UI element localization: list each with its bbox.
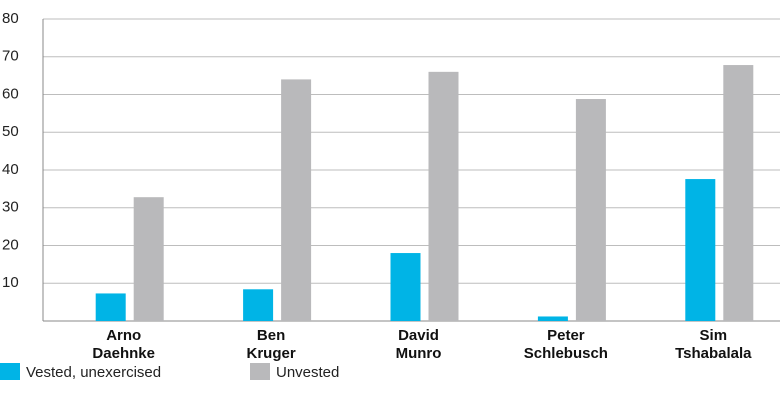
legend-label: Unvested <box>276 364 339 381</box>
legend-swatch <box>250 363 270 380</box>
bar <box>537 316 568 321</box>
bar <box>723 65 754 322</box>
x-tick-label: Sim Tshabalala <box>675 327 752 362</box>
y-tick-label: 10 <box>2 274 19 291</box>
y-tick-label: 40 <box>2 161 19 178</box>
y-tick-label: 80 <box>2 10 19 27</box>
bar <box>428 71 459 321</box>
bar <box>133 197 164 321</box>
bar <box>390 253 421 321</box>
y-tick-label: 20 <box>2 236 19 253</box>
x-tick-label: David Munro <box>395 327 442 362</box>
x-tick-label: Arno Daehnke <box>92 327 155 362</box>
bar <box>281 79 312 322</box>
x-tick-label: Peter Schlebusch <box>523 327 608 362</box>
y-tick-label: 30 <box>2 199 19 216</box>
y-tick-label: 50 <box>2 123 19 140</box>
bar <box>575 99 606 321</box>
bar <box>243 289 274 321</box>
legend-label: Vested, unexercised <box>26 364 161 381</box>
y-tick-label: 60 <box>2 85 19 102</box>
bar <box>685 179 716 321</box>
legend-swatch <box>0 363 20 380</box>
y-tick-label: 70 <box>2 48 19 65</box>
x-tick-label: Ben Kruger <box>246 327 296 362</box>
bar <box>95 293 126 321</box>
